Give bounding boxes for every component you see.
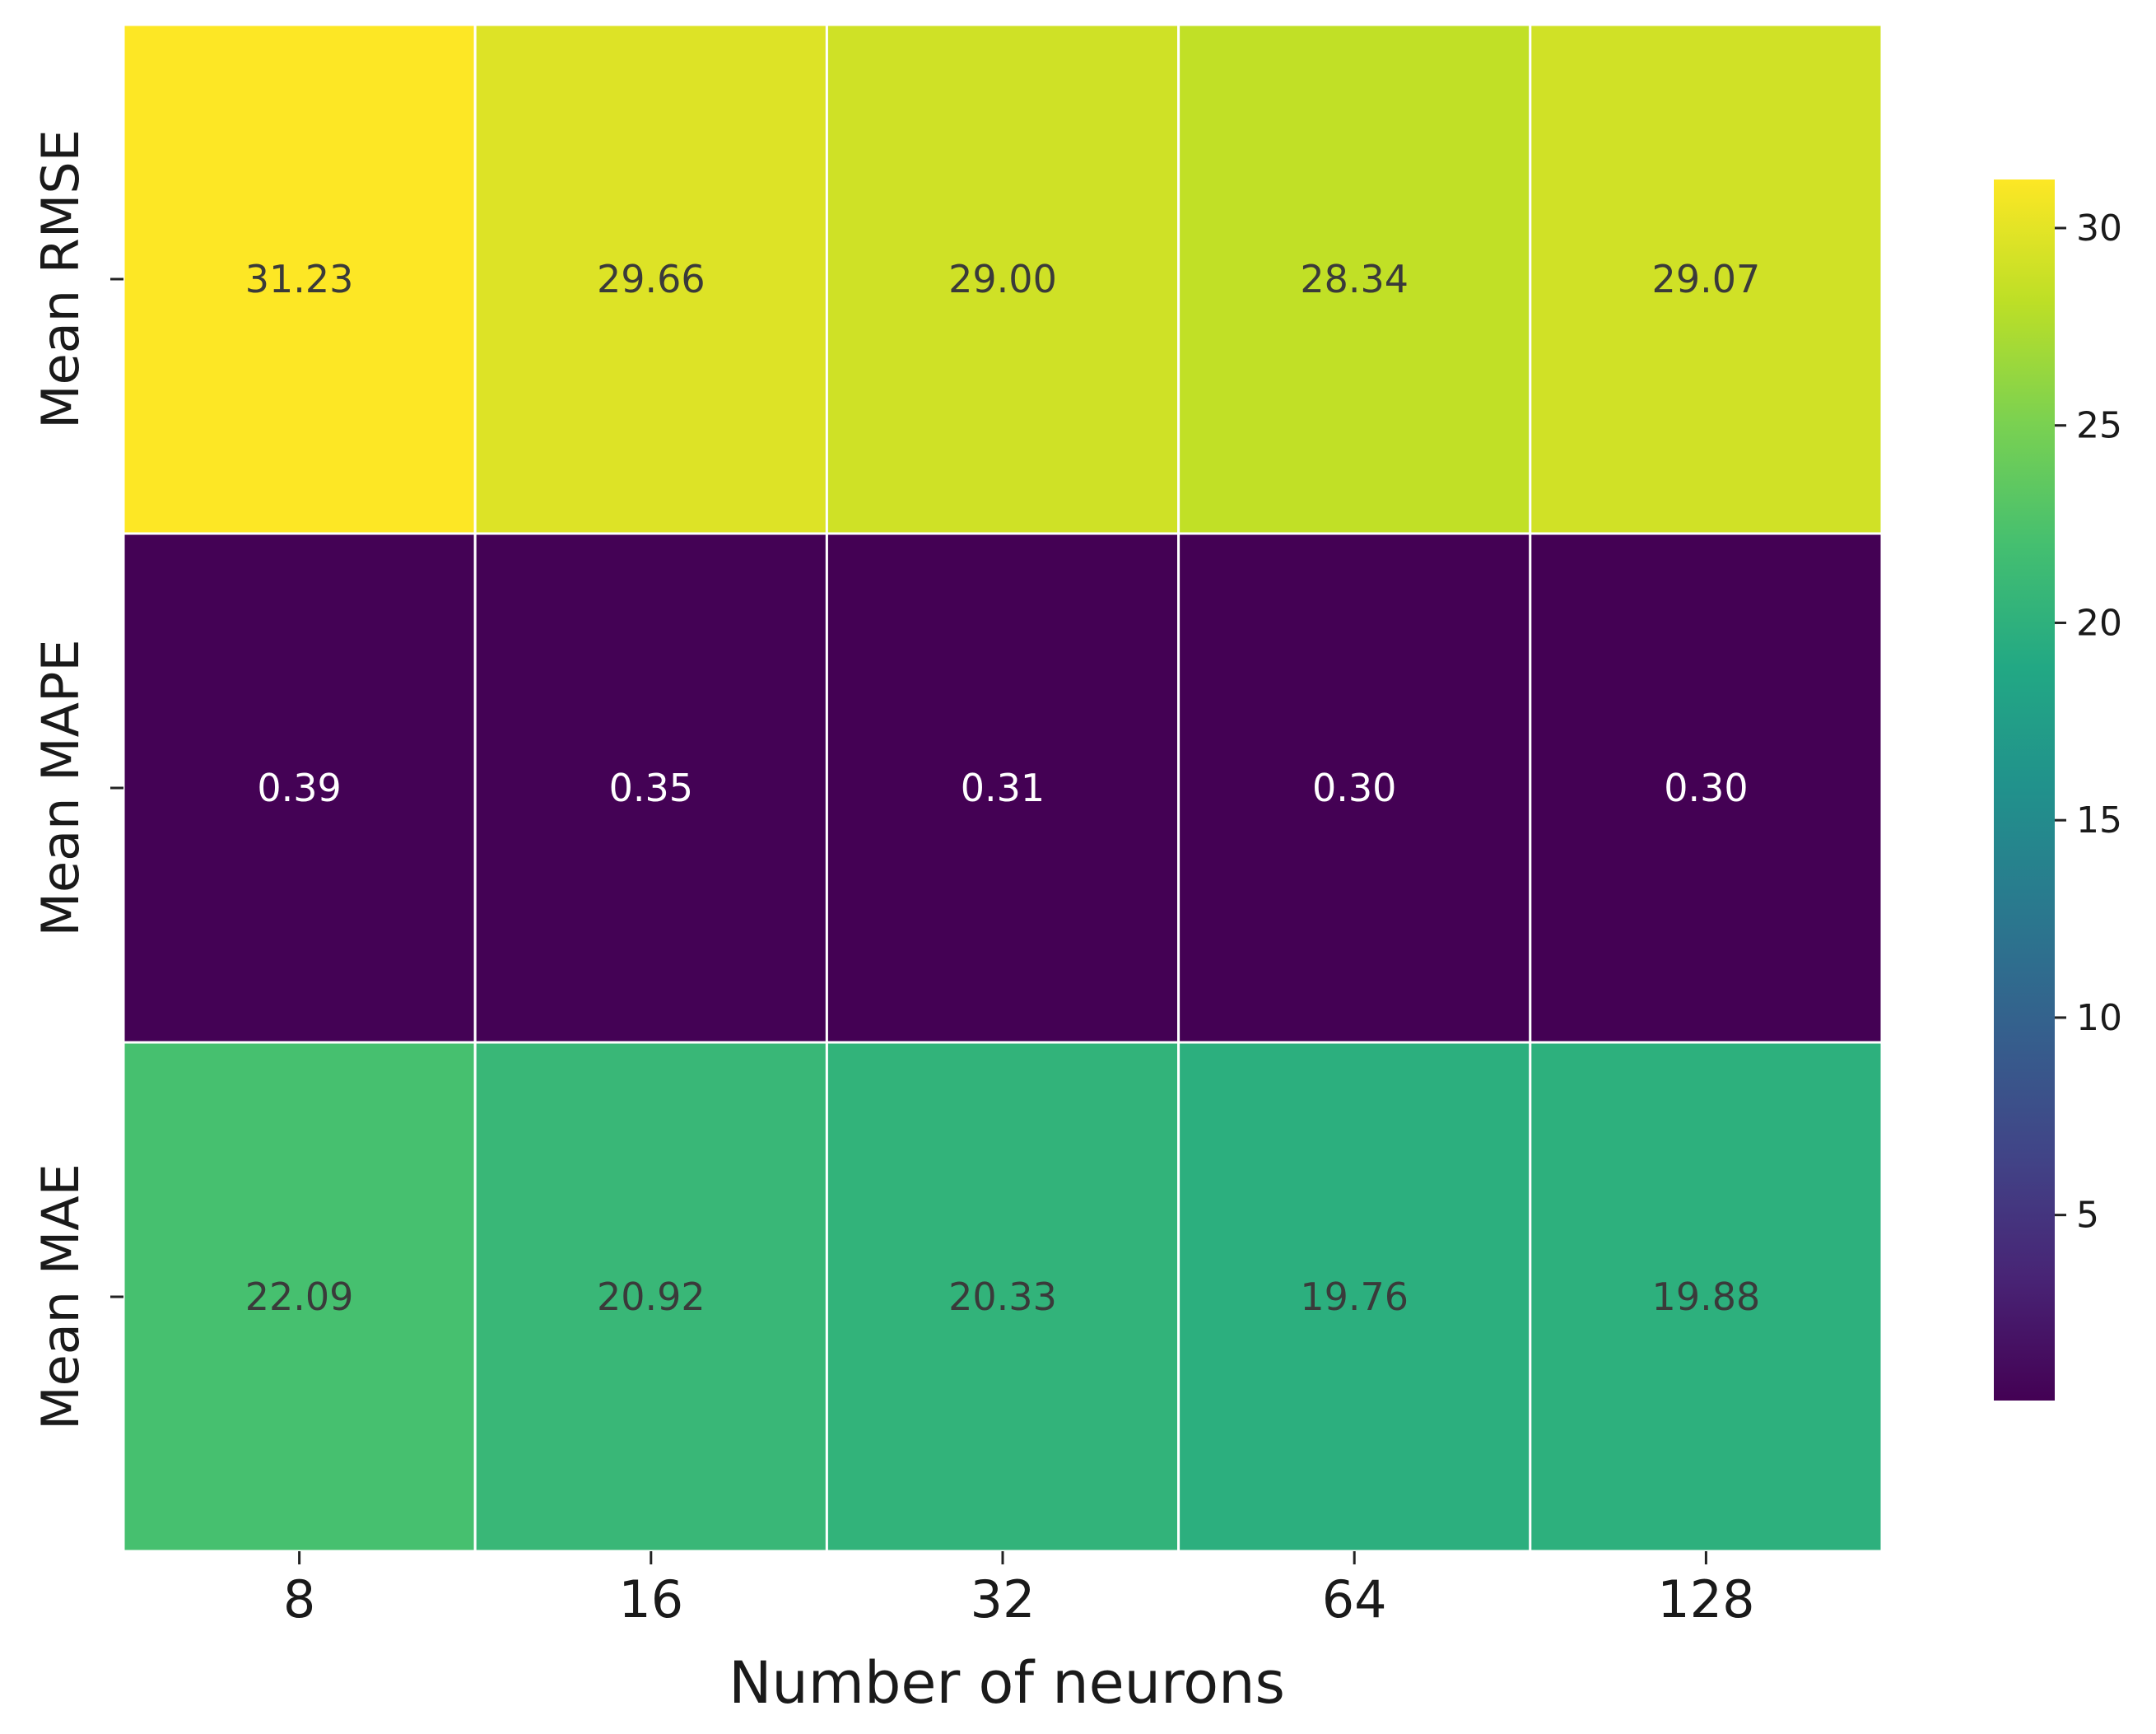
cell-value-label: 28.34 bbox=[1300, 257, 1409, 301]
colorbar-tick-label: 30 bbox=[2076, 207, 2122, 249]
cell-value-label: 20.33 bbox=[948, 1275, 1057, 1319]
cell-value-label: 0.31 bbox=[961, 766, 1045, 810]
heatmap-cell bbox=[825, 532, 1180, 1044]
x-tick-label: 16 bbox=[618, 1569, 683, 1629]
x-axis: 8 16 32 64 128 bbox=[283, 1551, 1755, 1629]
heatmap-cell bbox=[122, 532, 477, 1044]
x-axis-title: Number of neurons bbox=[729, 1649, 1285, 1717]
colorbar-tick-label: 25 bbox=[2076, 405, 2122, 447]
x-tick-label: 64 bbox=[1322, 1569, 1387, 1629]
y-axis: Mean RMSE Mean MAPE Mean MAE bbox=[30, 129, 123, 1430]
heatmap-cell bbox=[122, 23, 477, 535]
cell-value-label: 0.39 bbox=[257, 766, 341, 810]
heatmap-cell bbox=[1529, 1041, 1884, 1553]
colorbar-gradient bbox=[1994, 179, 2055, 1401]
heatmap-cell bbox=[1177, 23, 1532, 535]
cell-value-label: 29.00 bbox=[948, 257, 1057, 301]
x-tick-label: 32 bbox=[971, 1569, 1036, 1629]
cell-value-label: 22.09 bbox=[245, 1275, 354, 1319]
cell-value-label: 19.76 bbox=[1300, 1275, 1409, 1319]
heatmap-cell bbox=[1529, 532, 1884, 1044]
colorbar-tick-label: 5 bbox=[2076, 1195, 2099, 1237]
heatmap-cell bbox=[825, 1041, 1180, 1553]
y-tick-label: Mean MAPE bbox=[30, 639, 91, 936]
y-tick-label: Mean RMSE bbox=[30, 129, 91, 429]
heatmap-cells bbox=[122, 23, 1884, 1553]
cell-value-label: 20.92 bbox=[597, 1275, 705, 1319]
colorbar-tick-label: 10 bbox=[2076, 997, 2122, 1039]
heatmap-cell bbox=[825, 23, 1180, 535]
cell-value-label: 29.07 bbox=[1652, 257, 1761, 301]
cell-value-label: 31.23 bbox=[245, 257, 354, 301]
y-tick-label: Mean MAE bbox=[30, 1163, 91, 1430]
colorbar-tick-label: 20 bbox=[2076, 602, 2122, 644]
heatmap-cell bbox=[473, 1041, 828, 1553]
cell-value-label: 19.88 bbox=[1652, 1275, 1761, 1319]
x-tick-label: 8 bbox=[283, 1569, 315, 1629]
heatmap-cell bbox=[1177, 1041, 1532, 1553]
cell-value-labels: 31.23 29.66 29.00 28.34 29.07 0.39 0.35 0.31 0.3… bbox=[245, 257, 1761, 1319]
heatmap-cell bbox=[473, 23, 828, 535]
heatmap-cell bbox=[1529, 23, 1884, 535]
cell-value-label: 0.30 bbox=[1312, 766, 1396, 810]
cell-value-label: 0.30 bbox=[1664, 766, 1748, 810]
colorbar-tick-label: 15 bbox=[2076, 799, 2122, 841]
x-tick-label: 128 bbox=[1657, 1569, 1754, 1629]
cell-value-label: 0.35 bbox=[609, 766, 693, 810]
heatmap-cell bbox=[473, 532, 828, 1044]
cell-value-label: 29.66 bbox=[597, 257, 705, 301]
colorbar: 5 10 15 20 25 30 bbox=[1994, 179, 2122, 1401]
